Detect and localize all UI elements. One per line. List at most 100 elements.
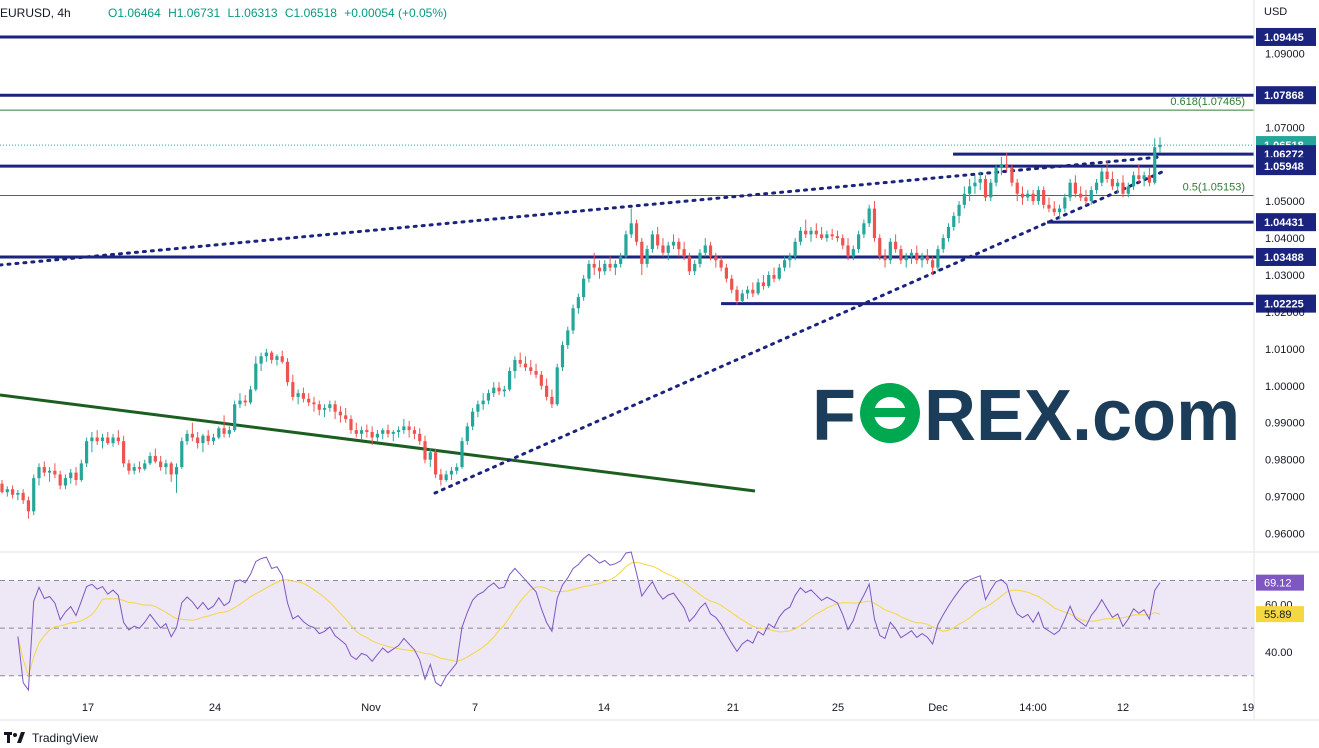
change-value: +0.00054 (+0.05%) bbox=[344, 6, 448, 20]
price-tick-label: 1.04000 bbox=[1265, 233, 1305, 245]
candle-body bbox=[1094, 182, 1099, 191]
level-badge-value: 1.02225 bbox=[1264, 299, 1304, 311]
candle-body bbox=[180, 441, 184, 468]
support-resistance-levels: 1.094451.078681.0651803:07:101.062721.05… bbox=[0, 27, 1316, 313]
candle-body bbox=[497, 387, 501, 392]
candle-body bbox=[74, 472, 78, 480]
candle-body bbox=[534, 371, 538, 375]
candle-body bbox=[5, 489, 9, 493]
candle-body bbox=[37, 467, 41, 479]
candle-body bbox=[1079, 193, 1083, 198]
candle-body bbox=[1010, 167, 1014, 183]
candle-body bbox=[111, 437, 115, 444]
time-tick-label: 12 bbox=[1117, 702, 1129, 714]
time-tick-label: 7 bbox=[472, 702, 478, 714]
candle-body bbox=[962, 193, 966, 205]
candle-body bbox=[894, 241, 898, 250]
currency-label[interactable]: USD bbox=[1264, 6, 1288, 18]
candle-body bbox=[153, 455, 157, 462]
candle-body bbox=[968, 186, 972, 194]
candle-body bbox=[211, 437, 216, 442]
candle-body bbox=[518, 359, 522, 364]
candle-body bbox=[513, 359, 517, 372]
rsi-line bbox=[17, 551, 1161, 692]
candle-body bbox=[687, 256, 691, 272]
candle-body bbox=[545, 385, 549, 397]
candle-body bbox=[582, 278, 586, 298]
price-tick-label: 0.99000 bbox=[1265, 418, 1305, 430]
candle-body bbox=[185, 433, 189, 442]
candle-body bbox=[1084, 197, 1088, 202]
open-value: O1.06464 bbox=[108, 6, 161, 20]
candle-body bbox=[159, 461, 163, 468]
candle-body bbox=[116, 437, 120, 442]
candle-body bbox=[322, 407, 327, 410]
candle-body bbox=[587, 263, 591, 279]
candle-body bbox=[708, 245, 713, 257]
candle-body bbox=[370, 431, 374, 438]
level-badge bbox=[1256, 27, 1316, 46]
tradingview-logo-icon[interactable] bbox=[4, 732, 26, 744]
candle-body bbox=[238, 400, 242, 405]
candle-body bbox=[878, 238, 882, 257]
candle-body bbox=[1137, 175, 1141, 179]
candle-body bbox=[888, 241, 892, 261]
candle-body bbox=[788, 256, 792, 261]
close-value: C1.06518 bbox=[284, 6, 337, 20]
candle-body bbox=[899, 249, 903, 261]
candle-body bbox=[391, 431, 395, 434]
candle-body bbox=[174, 467, 179, 475]
candle-body bbox=[328, 404, 332, 408]
candle-body bbox=[560, 345, 565, 368]
logo-text-rex: REX.com bbox=[924, 376, 1240, 456]
candle-body bbox=[1026, 193, 1030, 198]
candle-body bbox=[857, 234, 861, 250]
candle-body bbox=[608, 263, 612, 268]
candle-body bbox=[169, 463, 173, 475]
candle-body bbox=[375, 433, 380, 438]
candle-body bbox=[127, 463, 131, 471]
candle-body bbox=[1153, 147, 1157, 183]
candle-body bbox=[846, 245, 850, 257]
candle-body bbox=[867, 208, 871, 224]
candle-body bbox=[42, 467, 46, 473]
candle-body bbox=[719, 260, 723, 268]
candle-body bbox=[471, 411, 475, 427]
candle-body bbox=[508, 371, 512, 390]
candle-body bbox=[1116, 182, 1120, 187]
level-badge bbox=[1256, 247, 1316, 266]
candle-body bbox=[21, 492, 25, 501]
time-tick-label: 25 bbox=[832, 702, 844, 714]
candle-body bbox=[872, 208, 877, 239]
candle-body bbox=[809, 230, 813, 235]
candle-body bbox=[164, 463, 168, 468]
candle-body bbox=[957, 204, 961, 216]
time-tick-label: 14 bbox=[598, 702, 610, 714]
price-tick-label: 1.07000 bbox=[1265, 122, 1305, 134]
candle-body bbox=[1073, 182, 1077, 194]
candle-body bbox=[1131, 175, 1136, 187]
candle-body bbox=[307, 398, 311, 403]
time-tick-label: Dec bbox=[928, 702, 948, 714]
candle-body bbox=[777, 267, 781, 279]
candle-body bbox=[666, 245, 670, 253]
candle-body bbox=[920, 256, 924, 261]
time-axis: 17 24 Nov 7 14 21 25 Dec 14:00 12 19 bbox=[0, 702, 1319, 721]
time-tick-label: 14:00 bbox=[1019, 702, 1047, 714]
time-tick-label: 21 bbox=[727, 702, 739, 714]
candle-body bbox=[10, 489, 15, 495]
candle-body bbox=[354, 430, 358, 434]
candle-body bbox=[492, 387, 496, 394]
upper-channel-line bbox=[0, 155, 1162, 267]
level-badge-value: 1.05948 bbox=[1264, 161, 1304, 173]
level-badge-value: 1.03488 bbox=[1264, 252, 1304, 264]
candle-body bbox=[1005, 164, 1009, 168]
candle-body bbox=[989, 182, 993, 198]
tradingview-brand[interactable]: TradingView bbox=[32, 731, 99, 745]
candle-body bbox=[1036, 190, 1040, 202]
candle-body bbox=[296, 393, 300, 397]
symbol-label[interactable]: EURUSD, 4h bbox=[0, 6, 71, 20]
time-tick-label: 17 bbox=[82, 702, 94, 714]
symbol-header: EURUSD, 4h O1.06464 H1.06731 L1.06313 C1… bbox=[0, 6, 451, 20]
